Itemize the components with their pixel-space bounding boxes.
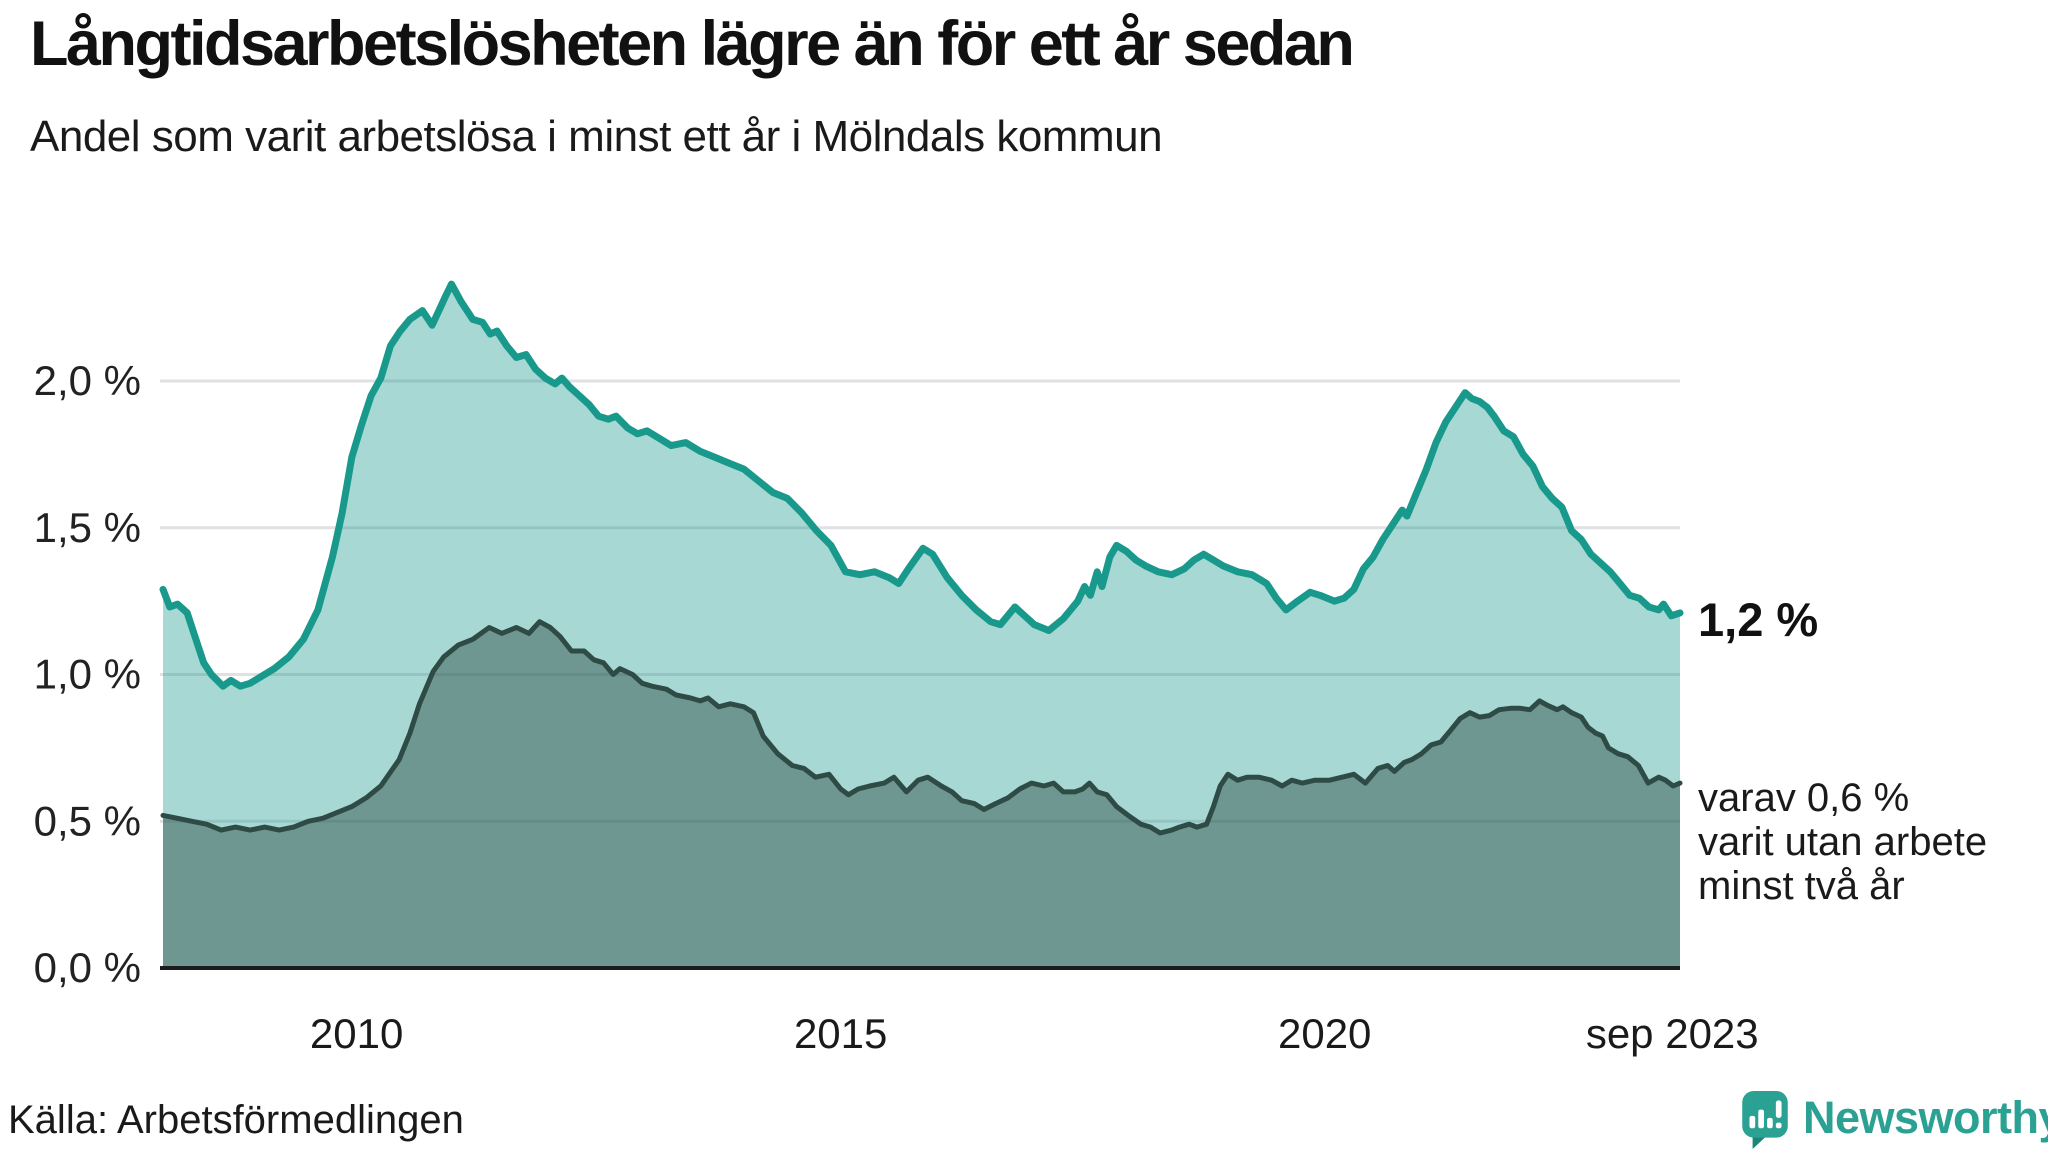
x-tick-label: sep 2023 [1586,1010,1759,1057]
newsworthy-bubble-chart-icon [1742,1091,1788,1149]
area-series-2 [163,621,1680,968]
line-series-2 [160,619,1683,836]
line-series-1 [159,280,1684,690]
y-tick-label: 0,0 % [34,944,141,991]
secondary-annotation-line-3: minst två år [1698,864,1905,908]
page-subtitle: Andel som varit arbetslösa i minst ett å… [30,112,1163,161]
y-tick-label: 2,0 % [34,357,141,404]
newsworthy-logo: Newsworthy [1740,1090,2048,1150]
y-tick-label: 1,5 % [34,504,141,551]
secondary-annotation-line-1: varav 0,6 % [1698,776,1910,820]
x-tick-label: 2010 [310,1010,403,1057]
secondary-value-annotation: varav 0,6 % varit utan arbete minst två … [1698,776,1987,908]
x-tick-label: 2015 [794,1010,887,1057]
area-series-1 [163,284,1680,969]
x-tick-label: 2020 [1278,1010,1371,1057]
secondary-annotation-line-2: varit utan arbete [1698,820,1988,864]
source-label: Källa: Arbetsförmedlingen [8,1098,464,1142]
y-tick-label: 1,0 % [34,651,141,698]
current-value-label: 1,2 % [1698,593,1819,646]
newsworthy-wordmark: Newsworthy [1803,1092,2048,1143]
page-title: Långtidsarbetslösheten lägre än för ett … [30,9,1355,79]
y-tick-label: 0,5 % [34,797,141,844]
